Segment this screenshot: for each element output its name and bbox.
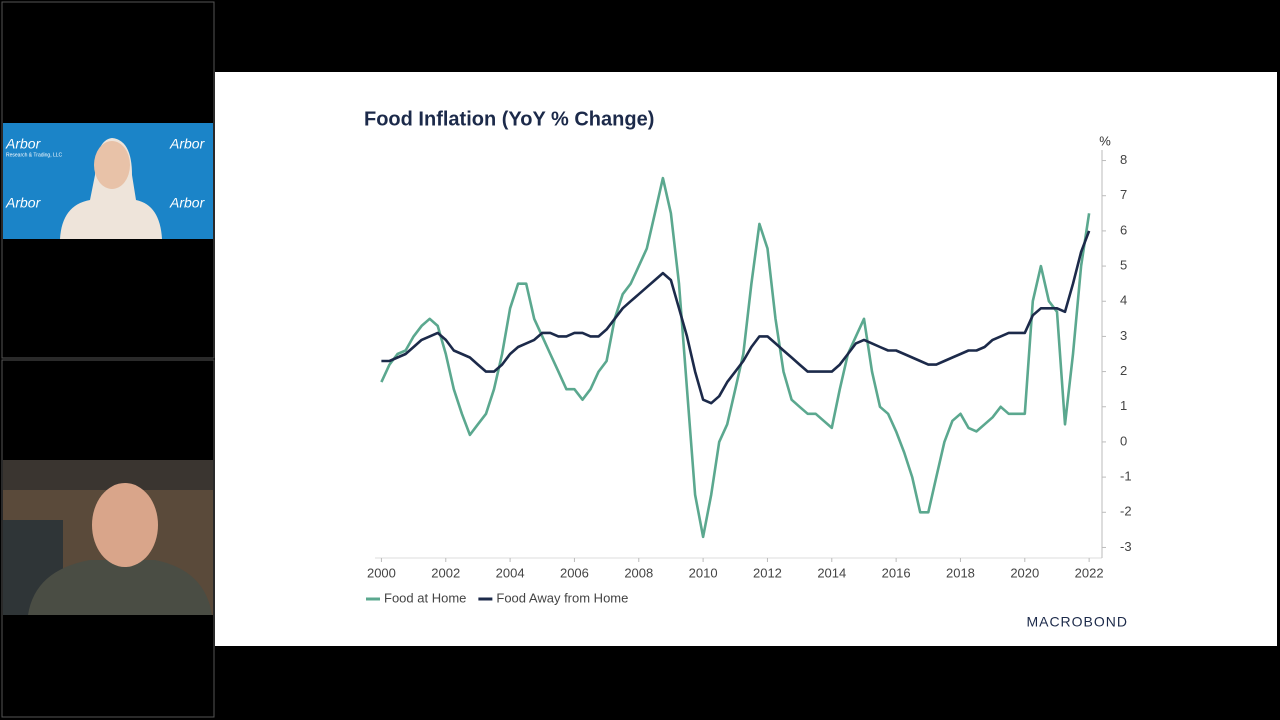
backdrop-tagline: Research & Trading, LLC <box>6 152 63 158</box>
legend-label: Food Away from Home <box>496 590 628 605</box>
x-tick-label: 2022 <box>1075 565 1104 580</box>
y-tick-label: -3 <box>1120 539 1132 554</box>
y-tick-label: 5 <box>1120 258 1127 273</box>
video-tile[interactable]: Arbor Research & Trading, LLC Arbor Arbo… <box>3 123 213 239</box>
data-line <box>381 230 1091 405</box>
x-tick-label: 2000 <box>367 565 396 580</box>
legend-label: Food at Home <box>384 590 466 605</box>
y-tick-label: 7 <box>1120 187 1127 202</box>
y-tick-label: 4 <box>1120 293 1127 308</box>
backdrop-brand: Arbor <box>5 136 42 152</box>
y-tick-label: -2 <box>1120 504 1132 519</box>
backdrop-brand: Arbor <box>169 195 206 211</box>
plot-area: -3 -2 -1 0 1 2 3 4 5 6 7 8 2000 2002 2004 2006 2008 2010 2… <box>366 150 1132 605</box>
x-tick-label: 2008 <box>624 565 653 580</box>
video-tile[interactable] <box>3 460 213 615</box>
y-axis-unit: % <box>1099 133 1111 148</box>
slide <box>215 72 1277 646</box>
x-tick-label: 2010 <box>689 565 718 580</box>
x-tick-label: 2004 <box>496 565 525 580</box>
x-tick-label: 2016 <box>882 565 911 580</box>
y-tick-label: 1 <box>1120 398 1127 413</box>
participant-face <box>92 483 158 567</box>
y-tick-label: 8 <box>1120 152 1127 167</box>
x-tick-label: 2012 <box>753 565 782 580</box>
y-tick-label: 3 <box>1120 328 1127 343</box>
y-tick-label: 6 <box>1120 222 1127 237</box>
participant <box>28 560 212 615</box>
x-tick-label: 2006 <box>560 565 589 580</box>
y-tick-label: -1 <box>1120 469 1132 484</box>
participant-face <box>94 141 130 189</box>
x-tick-label: 2020 <box>1010 565 1039 580</box>
x-tick-label: 2014 <box>817 565 846 580</box>
y-tick-label: 2 <box>1120 363 1127 378</box>
backdrop-brand: Arbor <box>5 195 42 211</box>
chart-title: Food Inflation (YoY % Change) <box>364 108 654 130</box>
x-tick-label: 2002 <box>431 565 460 580</box>
x-tick-label: 2018 <box>946 565 975 580</box>
ceiling <box>3 460 213 490</box>
y-tick-label: 0 <box>1120 433 1127 448</box>
source-logo: MACROBOND <box>1026 614 1128 630</box>
backdrop-brand: Arbor <box>169 136 206 152</box>
